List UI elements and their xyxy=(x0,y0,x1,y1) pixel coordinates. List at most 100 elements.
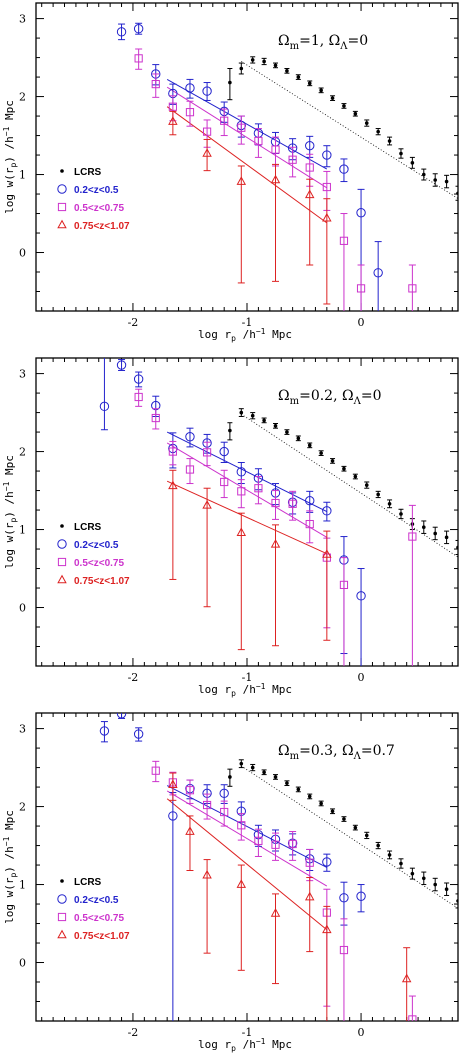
data-point xyxy=(319,451,323,455)
error-bar xyxy=(323,198,331,305)
legend-marker xyxy=(60,524,64,528)
chart-panel-1: -2 -1 0 0 1 2 3 log rp /h−1 Mpc log w(rp) /h−1 M… xyxy=(2,2,459,343)
error-bar xyxy=(306,848,314,882)
data-point xyxy=(305,163,314,172)
error-bar xyxy=(408,264,416,311)
series-2 xyxy=(116,22,383,311)
error-bar xyxy=(455,185,458,201)
data-point xyxy=(307,443,312,448)
data-point xyxy=(305,858,314,867)
legend-label: 0.75<z<1.07 xyxy=(74,221,130,232)
data-point xyxy=(236,879,247,888)
lcrs-model-line xyxy=(241,765,458,909)
data-point xyxy=(353,474,358,479)
error-bar xyxy=(203,441,211,467)
error-bar xyxy=(408,504,416,666)
error-bar xyxy=(357,264,365,311)
data-point xyxy=(270,539,281,548)
error-bar xyxy=(254,476,262,505)
x-tick-label: 0 xyxy=(358,671,365,684)
error-bar xyxy=(340,158,348,183)
data-point xyxy=(401,973,412,983)
error-bar xyxy=(340,918,348,1021)
data-point xyxy=(319,801,323,806)
series-3 xyxy=(134,388,417,666)
data-point xyxy=(322,182,331,192)
error-bar xyxy=(306,877,314,953)
legend: LCRS 0.2<z<0.5 0.5<z<0.75 0.75<z<1.07 xyxy=(57,522,130,587)
series-4 xyxy=(168,772,412,1021)
data-point xyxy=(408,1015,417,1021)
error-bar xyxy=(272,832,280,861)
fit-line-1 xyxy=(166,431,328,513)
error-bar xyxy=(135,388,143,407)
legend: LCRS 0.2<z<0.5 0.5<z<0.75 0.75<z<1.07 xyxy=(57,167,130,232)
data-point xyxy=(339,580,349,590)
data-point xyxy=(373,268,383,278)
error-bar xyxy=(169,110,177,136)
y-tick-label: 3 xyxy=(19,13,26,26)
error-bar xyxy=(100,358,108,431)
data-point xyxy=(168,480,178,490)
data-point xyxy=(185,465,195,474)
data-point xyxy=(410,161,415,165)
legend-label: 0.2<z<0.5 xyxy=(74,895,119,906)
data-point xyxy=(271,498,280,508)
error-bar xyxy=(306,178,314,266)
error-bar xyxy=(100,721,108,743)
data-point xyxy=(322,924,332,934)
fit-line-2 xyxy=(166,442,328,538)
error-bar xyxy=(220,469,228,499)
data-point xyxy=(285,781,289,785)
legend-label: LCRS xyxy=(74,522,102,533)
series-2 xyxy=(99,713,366,1021)
data-point xyxy=(288,155,297,164)
data-point xyxy=(456,191,458,196)
data-point xyxy=(387,853,392,857)
data-point xyxy=(116,360,127,370)
error-bar xyxy=(340,557,348,666)
data-point xyxy=(202,127,212,136)
legend-marker xyxy=(57,539,67,549)
error-bar xyxy=(169,792,177,1021)
data-point xyxy=(339,893,349,903)
data-point xyxy=(364,833,369,838)
chart-panel-3: -2 -1 0 0 1 2 3 log rp /h−1 Mpc log w(rp) /h−1 M… xyxy=(2,712,459,1053)
fit-line-2 xyxy=(166,790,328,887)
error-bar xyxy=(323,501,331,522)
legend-label: 0.75<z<1.07 xyxy=(74,576,130,587)
legend-label: 0.2<z<0.5 xyxy=(74,540,119,551)
y-tick-label: 1 xyxy=(19,169,26,182)
data-point xyxy=(285,69,289,73)
x-tick-label: -1 xyxy=(242,1026,253,1039)
series-1 xyxy=(227,56,458,201)
data-point xyxy=(254,484,263,493)
x-tick-label: -1 xyxy=(242,671,253,684)
data-point xyxy=(228,80,232,85)
legend-label: LCRS xyxy=(74,167,102,178)
data-point xyxy=(133,729,144,739)
data-point xyxy=(202,500,212,509)
chart-title: Ωm=1, ΩΛ=0 xyxy=(278,33,368,52)
data-point xyxy=(262,770,266,775)
legend-marker xyxy=(57,184,67,194)
data-point xyxy=(296,787,301,792)
error-bar xyxy=(186,78,194,99)
data-point xyxy=(236,176,247,185)
data-point xyxy=(202,148,212,157)
error-bar xyxy=(135,371,143,388)
data-point xyxy=(168,447,177,456)
legend-marker xyxy=(57,219,67,229)
data-point xyxy=(356,591,366,601)
data-point xyxy=(408,532,417,541)
data-point xyxy=(353,111,358,116)
data-point xyxy=(185,108,195,117)
data-point xyxy=(288,499,297,508)
data-point xyxy=(250,765,255,770)
plot-frame xyxy=(35,2,459,312)
legend-marker xyxy=(57,202,67,212)
x-tick-label: -2 xyxy=(128,671,139,684)
data-point xyxy=(237,123,246,132)
y-tick-label: 0 xyxy=(19,957,26,970)
